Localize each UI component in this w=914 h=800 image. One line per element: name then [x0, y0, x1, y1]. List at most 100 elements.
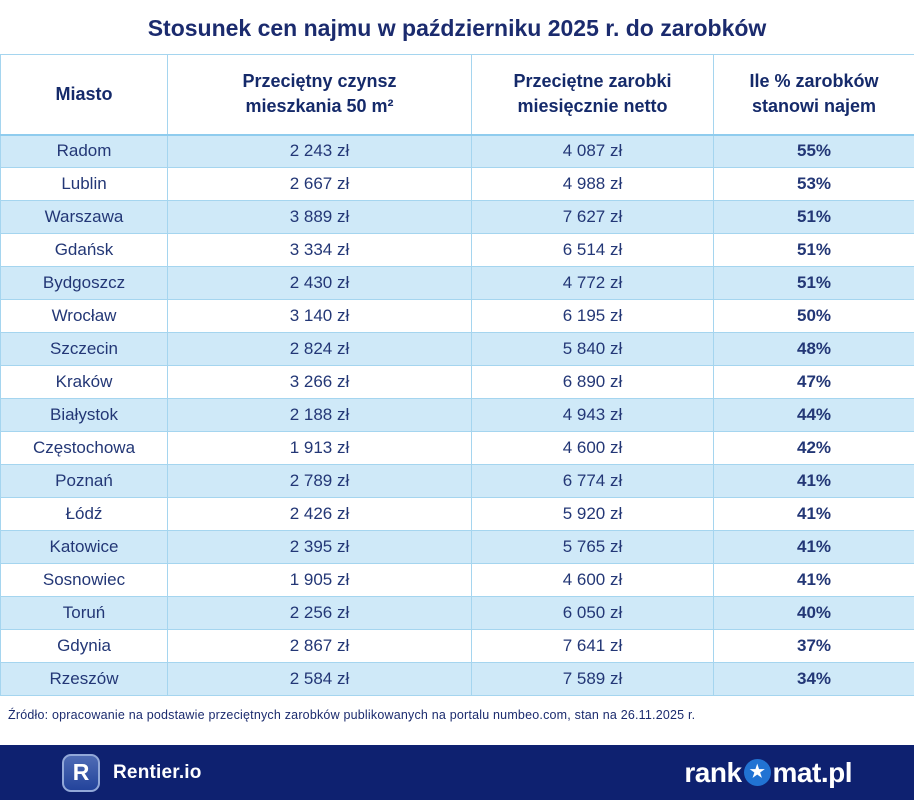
rent-cell: 1 913 zł	[167, 431, 472, 465]
rentier-logo: R Rentier.io	[62, 753, 202, 792]
earnings-cell: 7 627 zł	[471, 200, 714, 234]
earnings-cell: 5 920 zł	[471, 497, 714, 531]
rent-cell: 2 256 zł	[167, 596, 472, 630]
percent-cell: 55%	[713, 134, 914, 168]
page-title: Stosunek cen najmu w październiku 2025 r…	[147, 15, 767, 41]
table-row: Toruń 2 256 zł 6 050 zł 40%	[0, 596, 914, 630]
rent-cell: 3 334 zł	[167, 233, 472, 267]
table-row: Wrocław 3 140 zł 6 195 zł 50%	[0, 299, 914, 333]
rankomat-text-suffix: mat.pl	[772, 756, 853, 788]
table-header-row: Miasto Przeciętny czynsz mieszkania 50 m…	[0, 54, 914, 136]
city-cell: Szczecin	[0, 332, 168, 366]
percent-cell: 41%	[713, 464, 914, 498]
table-row: Szczecin 2 824 zł 5 840 zł 48%	[0, 332, 914, 366]
city-cell: Bydgoszcz	[0, 266, 168, 300]
earnings-cell: 7 589 zł	[471, 662, 714, 696]
table-row: Warszawa 3 889 zł 7 627 zł 51%	[0, 200, 914, 234]
percent-cell: 44%	[713, 398, 914, 432]
percent-cell: 41%	[713, 530, 914, 564]
earnings-cell: 6 514 zł	[471, 233, 714, 267]
earnings-cell: 6 890 zł	[471, 365, 714, 399]
source-note: Źródło: opracowanie na podstawie przecię…	[8, 708, 696, 722]
table-row: Rzeszów 2 584 zł 7 589 zł 34%	[0, 662, 914, 696]
city-cell: Lublin	[0, 167, 168, 201]
rent-cell: 3 266 zł	[167, 365, 472, 399]
header-city: Miasto	[0, 54, 168, 136]
city-cell: Rzeszów	[0, 662, 168, 696]
table-row: Kraków 3 266 zł 6 890 zł 47%	[0, 365, 914, 399]
table-row: Białystok 2 188 zł 4 943 zł 44%	[0, 398, 914, 432]
earnings-cell: 5 765 zł	[471, 530, 714, 564]
table-row: Bydgoszcz 2 430 zł 4 772 zł 51%	[0, 266, 914, 300]
city-cell: Białystok	[0, 398, 168, 432]
percent-cell: 48%	[713, 332, 914, 366]
rent-cell: 2 584 zł	[167, 662, 472, 696]
table-body: Radom 2 243 zł 4 087 zł 55% Lublin 2 667 zł 4 …	[0, 134, 914, 696]
percent-cell: 47%	[713, 365, 914, 399]
rent-cell: 2 426 zł	[167, 497, 472, 531]
city-cell: Radom	[0, 134, 168, 168]
rent-cell: 3 140 zł	[167, 299, 472, 333]
percent-cell: 40%	[713, 596, 914, 630]
rent-cell: 3 889 zł	[167, 200, 472, 234]
percent-cell: 53%	[713, 167, 914, 201]
rankomat-logo: rank ★ mat.pl	[684, 757, 852, 789]
city-cell: Częstochowa	[0, 431, 168, 465]
rent-cell: 1 905 zł	[167, 563, 472, 597]
percent-cell: 34%	[713, 662, 914, 696]
header-percent: Ile % zarobków stanowi najem	[713, 54, 914, 136]
percent-cell: 50%	[713, 299, 914, 333]
rent-cell: 2 824 zł	[167, 332, 472, 366]
table-row: Katowice 2 395 zł 5 765 zł 41%	[0, 530, 914, 564]
percent-cell: 41%	[713, 497, 914, 531]
rent-cell: 2 667 zł	[167, 167, 472, 201]
earnings-cell: 6 774 zł	[471, 464, 714, 498]
table-row: Gdańsk 3 334 zł 6 514 zł 51%	[0, 233, 914, 267]
city-cell: Gdańsk	[0, 233, 168, 267]
city-cell: Poznań	[0, 464, 168, 498]
header-earnings: Przeciętne zarobki miesięcznie netto	[471, 54, 714, 136]
city-cell: Kraków	[0, 365, 168, 399]
earnings-cell: 7 641 zł	[471, 629, 714, 663]
earnings-cell: 6 050 zł	[471, 596, 714, 630]
rent-cell: 2 430 zł	[167, 266, 472, 300]
earnings-cell: 4 988 zł	[471, 167, 714, 201]
earnings-cell: 4 600 zł	[471, 431, 714, 465]
percent-cell: 41%	[713, 563, 914, 597]
rentier-r-badge-icon: R	[62, 753, 100, 792]
percent-cell: 51%	[713, 200, 914, 234]
earnings-cell: 4 087 zł	[471, 134, 714, 168]
rent-cell: 2 243 zł	[167, 134, 472, 168]
table-row: Poznań 2 789 zł 6 774 zł 41%	[0, 464, 914, 498]
city-cell: Katowice	[0, 530, 168, 564]
rent-cell: 2 188 zł	[167, 398, 472, 432]
rankomat-star-icon: ★	[743, 759, 771, 786]
earnings-cell: 4 772 zł	[471, 266, 714, 300]
percent-cell: 42%	[713, 431, 914, 465]
rent-vs-earnings-table: Miasto Przeciętny czynsz mieszkania 50 m…	[0, 54, 914, 696]
city-cell: Sosnowiec	[0, 563, 168, 597]
percent-cell: 51%	[713, 266, 914, 300]
table-row: Sosnowiec 1 905 zł 4 600 zł 41%	[0, 563, 914, 597]
table-row: Gdynia 2 867 zł 7 641 zł 37%	[0, 629, 914, 663]
earnings-cell: 4 943 zł	[471, 398, 714, 432]
rent-cell: 2 395 zł	[167, 530, 472, 564]
header-rent: Przeciętny czynsz mieszkania 50 m²	[167, 54, 472, 136]
city-cell: Gdynia	[0, 629, 168, 663]
earnings-cell: 5 840 zł	[471, 332, 714, 366]
earnings-cell: 6 195 zł	[471, 299, 714, 333]
city-cell: Łódź	[0, 497, 168, 531]
earnings-cell: 4 600 zł	[471, 563, 714, 597]
percent-cell: 37%	[713, 629, 914, 663]
table-row: Lublin 2 667 zł 4 988 zł 53%	[0, 167, 914, 201]
rent-cell: 2 867 zł	[167, 629, 472, 663]
percent-cell: 51%	[713, 233, 914, 267]
city-cell: Warszawa	[0, 200, 168, 234]
rankomat-text-prefix: rank	[684, 756, 742, 788]
footer-bar: R Rentier.io rank ★ mat.pl	[0, 745, 914, 800]
city-cell: Wrocław	[0, 299, 168, 333]
table-row: Częstochowa 1 913 zł 4 600 zł 42%	[0, 431, 914, 465]
city-cell: Toruń	[0, 596, 168, 630]
rentier-label: Rentier.io	[113, 761, 202, 783]
rent-cell: 2 789 zł	[167, 464, 472, 498]
